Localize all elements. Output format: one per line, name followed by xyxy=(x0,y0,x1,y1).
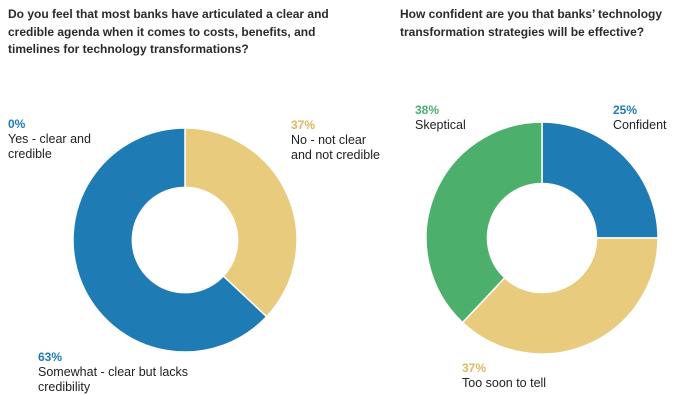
chart-2-label-confident-percent: 25% xyxy=(613,103,667,118)
chart-1-label-no: 37% No - not clear and not credible xyxy=(291,118,380,162)
chart-2-label-too-soon: 37% Too soon to tell xyxy=(462,361,546,391)
chart-2-label-too-soon-percent: 37% xyxy=(462,361,546,376)
chart-1-label-no-line-2: and not credible xyxy=(291,148,380,163)
chart-1-label-yes: 0% Yes - clear and credible xyxy=(8,117,91,161)
chart-2-donut xyxy=(425,121,659,355)
chart-1-title: Do you feel that most banks have articul… xyxy=(8,6,338,59)
chart-1-label-yes-percent: 0% xyxy=(8,117,91,132)
chart-1-label-somewhat-percent: 63% xyxy=(38,350,188,365)
chart-2-label-skeptical: 38% Skeptical xyxy=(415,103,466,133)
chart-1-label-yes-line-1: Yes - clear and xyxy=(8,132,91,147)
chart-1-slice-1 xyxy=(185,128,297,317)
chart-2-label-confident-line-1: Confident xyxy=(613,118,667,133)
chart-2-label-skeptical-percent: 38% xyxy=(415,103,466,118)
chart-1-label-yes-line-2: credible xyxy=(8,147,91,162)
chart-1-label-somewhat: 63% Somewhat - clear but lacks credibili… xyxy=(38,350,188,394)
chart-1-donut xyxy=(72,127,298,353)
chart-2-label-too-soon-line-1: Too soon to tell xyxy=(462,376,546,391)
chart-1-label-somewhat-line-1: Somewhat - clear but lacks xyxy=(38,365,188,380)
chart-1-label-somewhat-line-2: credibility xyxy=(38,380,188,394)
chart-2-label-skeptical-line-1: Skeptical xyxy=(415,118,466,133)
chart-1-label-no-percent: 37% xyxy=(291,118,380,133)
chart-2-slice-1 xyxy=(542,122,658,238)
chart-2-label-confident: 25% Confident xyxy=(613,103,667,133)
chart-2-title: How confident are you that banks’ techno… xyxy=(400,6,685,41)
chart-1-label-no-line-1: No - not clear xyxy=(291,133,380,148)
chart-2-slice-2 xyxy=(463,238,658,354)
